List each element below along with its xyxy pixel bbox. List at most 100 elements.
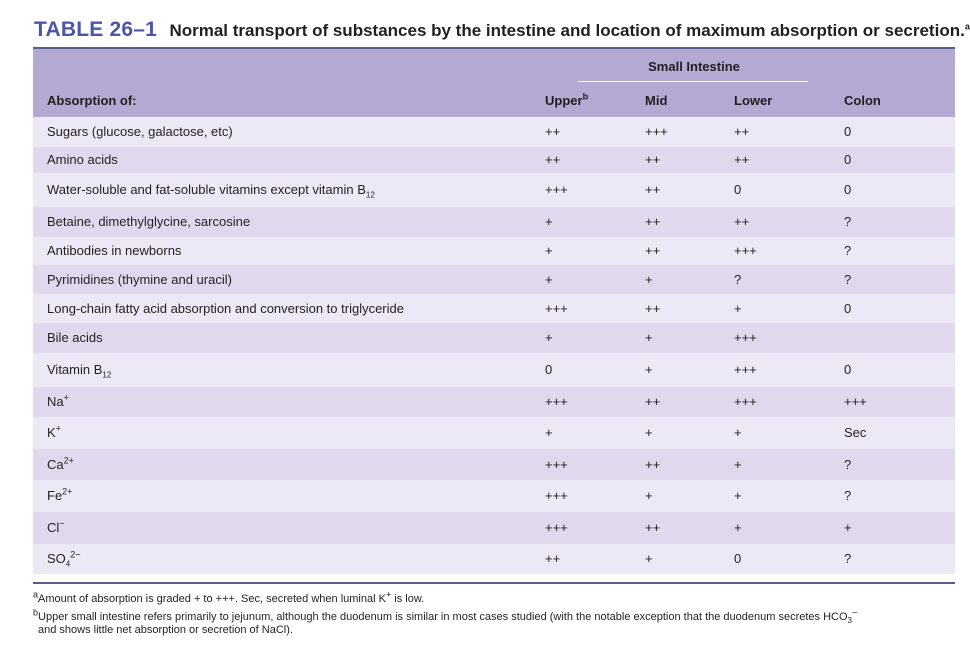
col-upper: Upperb	[545, 92, 588, 108]
row-colon-value: ?	[844, 457, 852, 472]
row-lower-value: ++	[734, 124, 750, 139]
table-row: Na+ +++ ++ +++ +++	[33, 387, 955, 417]
row-mid-value: +++	[645, 124, 668, 139]
row-mid-value: ++	[645, 520, 661, 535]
row-upper-value: +	[545, 425, 553, 440]
col-upper-label: Upper	[545, 93, 583, 108]
substance-name: Water-soluble and fat-soluble vitamins e…	[47, 182, 366, 197]
footnote-b-sup: −	[851, 607, 858, 618]
substance-name: Na	[47, 394, 64, 409]
footnote-a-marker: a	[33, 589, 39, 600]
footnote-b: bUpper small intestine refers primarily …	[33, 608, 953, 637]
substance-superscript: +	[63, 392, 69, 403]
row-upper-value: ++	[545, 152, 561, 167]
substance-name: Betaine, dimethylglycine, sarcosine	[47, 214, 251, 229]
substance-name: Cl	[47, 520, 60, 535]
row-lower-value: ++	[734, 152, 750, 167]
substance-superscript: 2−	[70, 549, 81, 560]
substance-name: Ca	[47, 457, 64, 472]
row-mid-value: +	[645, 272, 653, 287]
row-mid-value: +	[645, 425, 653, 440]
row-upper-value: +++	[545, 394, 568, 409]
row-lower-value: +	[734, 520, 742, 535]
table-row: SO42− ++ +0?	[33, 544, 955, 574]
row-upper-value: +++	[545, 488, 568, 503]
row-lower-value: +++	[734, 330, 757, 345]
row-substance-cell: Betaine, dimethylglycine, sarcosine	[47, 214, 250, 229]
row-mid-value: +	[645, 362, 653, 377]
substance-subscript: 12	[102, 370, 112, 380]
row-colon-value: ?	[844, 551, 852, 566]
row-lower-value: +++	[734, 243, 757, 258]
row-upper-value: +	[545, 272, 553, 287]
table-row: Fe2+ +++ + +?	[33, 480, 955, 512]
row-substance-cell: Na+	[47, 392, 69, 409]
substance-name: Pyrimidines (thymine and uracil)	[47, 272, 232, 287]
row-upper-value: +	[545, 330, 553, 345]
row-substance-cell: Sugars (glucose, galactose, etc)	[47, 124, 233, 139]
footnote-a-text: Amount of absorption is graded + to +++.…	[38, 593, 386, 605]
row-mid-value: ++	[645, 243, 661, 258]
row-colon-value: 0	[844, 301, 852, 316]
table-title: TABLE 26–1 Normal transport of substance…	[34, 18, 970, 42]
substance-superscript: −	[59, 518, 65, 529]
table-row: Pyrimidines (thymine and uracil) + +??	[33, 265, 955, 294]
row-lower-value: +	[734, 457, 742, 472]
footnote-b-marker: b	[33, 607, 39, 618]
row-lower-value: ++	[734, 214, 750, 229]
footnote-b-line2: and shows little net absorption or secre…	[38, 624, 293, 636]
table-row: Betaine, dimethylglycine, sarcosine + ++ ++…	[33, 207, 955, 237]
row-colon-value: ?	[844, 243, 852, 258]
row-lower-value: +++	[734, 394, 757, 409]
row-substance-cell: K+	[47, 424, 61, 440]
col-mid: Mid	[645, 93, 668, 108]
row-colon-value: ?	[844, 214, 852, 229]
row-substance-cell: Cl−	[47, 518, 65, 535]
footnote-b-sub: 3	[847, 616, 852, 626]
row-substance-cell: Water-soluble and fat-soluble vitamins e…	[47, 182, 375, 200]
table-row: K+ + + + Sec	[33, 417, 955, 449]
row-lower-value: ?	[734, 272, 742, 287]
row-colon-value: ?	[844, 272, 852, 287]
row-substance-cell: Fe2+	[47, 487, 72, 503]
row-upper-value: +++	[545, 520, 568, 535]
table-row: Cl− +++ ++ + +	[33, 512, 955, 544]
row-lower-value: +	[734, 301, 742, 316]
substance-name: Bile acids	[47, 330, 103, 345]
row-lower-value: +	[734, 425, 742, 440]
table-row: Sugars (glucose, galactose, etc) ++ +++ ++ 0	[33, 117, 955, 147]
row-mid-value: ++	[645, 214, 661, 229]
row-upper-value: ++	[545, 124, 561, 139]
row-mid-value: ++	[645, 394, 661, 409]
row-colon-value: +	[844, 520, 852, 535]
row-colon-value: +++	[844, 394, 867, 409]
row-lower-value: 0	[734, 551, 742, 566]
substance-subscript: 12	[365, 190, 375, 200]
table-row: Bile acids + + +++	[33, 323, 955, 353]
substance-name: K	[47, 425, 56, 440]
table-row: Long-chain fatty acid absorption and con…	[33, 294, 955, 323]
bottom-rule	[33, 582, 955, 584]
col-colon: Colon	[844, 93, 881, 108]
row-upper-value: +	[545, 214, 553, 229]
row-colon-value: 0	[844, 124, 852, 139]
row-upper-value: ++	[545, 551, 561, 566]
small-intestine-group-label: Small Intestine	[648, 59, 740, 74]
row-lower-value: +++	[734, 362, 757, 377]
substance-name: Fe	[47, 488, 63, 503]
row-substance-cell: SO42−	[47, 549, 81, 568]
footnote-a-tail: is low.	[391, 593, 425, 605]
row-mid-value: ++	[645, 301, 661, 316]
row-substance-cell: Pyrimidines (thymine and uracil)	[47, 272, 232, 287]
footnote-a: aAmount of absorption is graded + to +++…	[33, 590, 953, 606]
row-lower-value: +	[734, 488, 742, 503]
row-mid-value: +	[645, 330, 653, 345]
table-row: Ca2+ +++ ++ +?	[33, 449, 955, 480]
table-row: Water-soluble and fat-soluble vitamins e…	[33, 173, 955, 207]
row-colon-value: 0	[844, 182, 852, 197]
row-lower-value: 0	[734, 182, 742, 197]
row-substance-cell: Ca2+	[47, 456, 74, 472]
substance-name: SO	[47, 551, 66, 566]
row-upper-value: +++	[545, 182, 568, 197]
